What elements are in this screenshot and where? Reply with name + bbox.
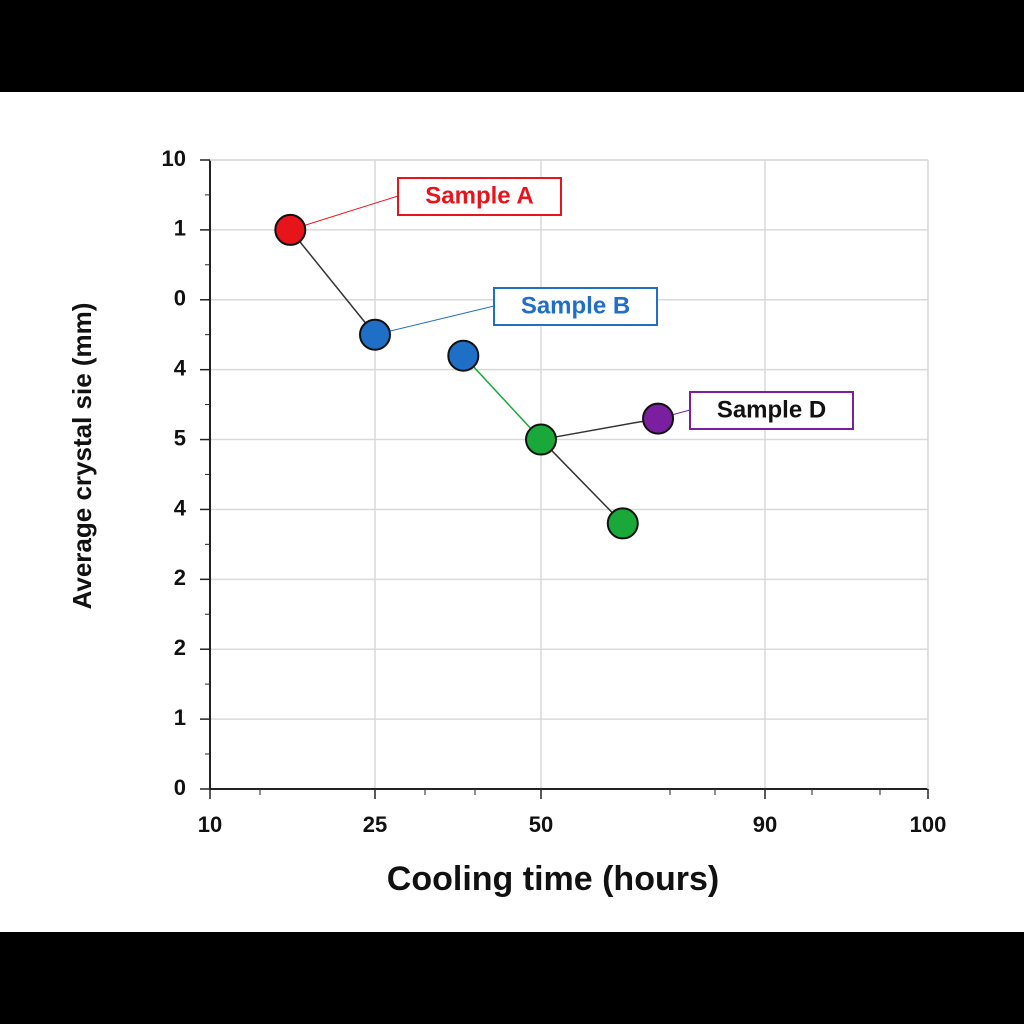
annotation-leader — [374, 305, 495, 336]
annotation-label: Sample B — [521, 292, 630, 319]
y-tick-label: 4 — [174, 355, 187, 380]
y-tick-label: 0 — [174, 775, 186, 800]
point — [642, 402, 675, 435]
y-axis-label: Average crystal sie (mm) — [67, 303, 97, 610]
annotation-box — [493, 287, 658, 326]
bottom-band — [0, 932, 1024, 1024]
connector — [289, 229, 376, 336]
y-tick-label: 0 — [174, 286, 186, 311]
annotation-box — [397, 177, 562, 216]
x-tick-label: 10 — [198, 812, 222, 837]
annotation-leader — [290, 195, 399, 231]
top-band — [0, 0, 1024, 92]
point — [525, 423, 557, 456]
y-tick-label: 1 — [174, 705, 186, 730]
y-tick-label: 2 — [174, 565, 186, 590]
x-tick-label: 50 — [529, 812, 553, 837]
annotation-label: Sample D — [717, 396, 826, 423]
connector — [540, 417, 659, 441]
point — [447, 339, 480, 372]
annotation-label: Sample A — [425, 182, 533, 209]
y-tick-label: 4 — [174, 495, 187, 520]
x-tick-label: 90 — [753, 812, 777, 837]
x-tick-label: 100 — [910, 812, 947, 837]
point — [606, 507, 639, 540]
x-tick-label: 25 — [363, 812, 387, 837]
connector — [462, 355, 542, 441]
point — [359, 318, 391, 351]
point — [274, 213, 307, 246]
connector — [540, 439, 624, 524]
y-tick-label: 5 — [174, 425, 186, 450]
y-tick-label: 10 — [162, 146, 186, 171]
y-tick-label: 1 — [174, 216, 186, 241]
annotation-box — [689, 391, 854, 430]
y-tick-label: 2 — [174, 635, 186, 660]
x-axis-label: Cooling time (hours) — [387, 860, 719, 898]
